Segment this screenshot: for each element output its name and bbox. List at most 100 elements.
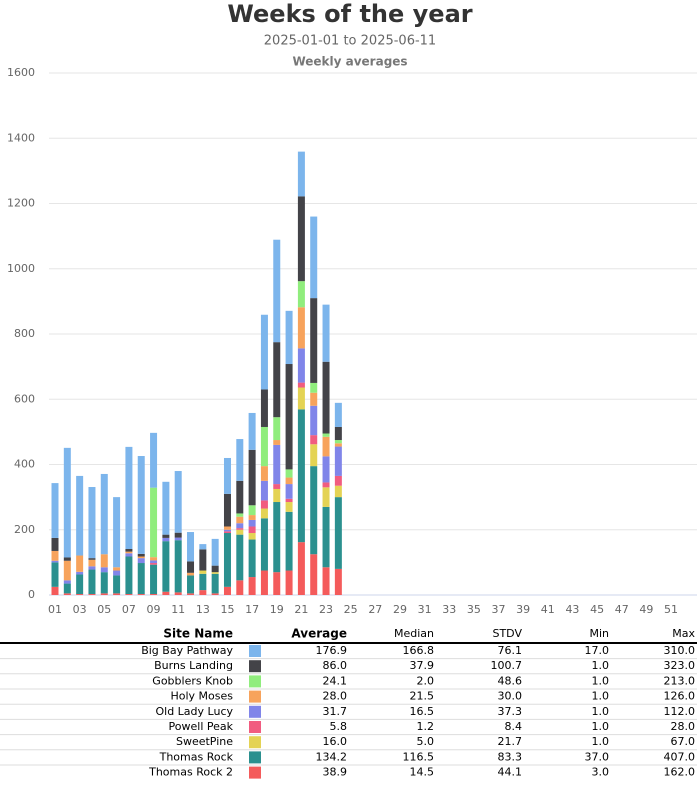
table-cell: 31.7 [323, 705, 348, 718]
table-cell: 30.0 [498, 690, 523, 703]
x-tick-label: 23 [319, 603, 333, 616]
table-cell: 48.6 [498, 674, 523, 687]
bar-segment [248, 519, 256, 527]
bar-segment [248, 577, 256, 595]
bar-segment [285, 484, 293, 499]
bar-segment [285, 469, 293, 478]
table-cell: 162.0 [664, 766, 696, 779]
bar-segment [285, 310, 293, 365]
table-cell: 1.0 [592, 659, 610, 672]
x-tick-label: 29 [393, 603, 407, 616]
legend-swatch [249, 751, 261, 764]
bar-segment [260, 314, 268, 390]
bar-segment [100, 473, 108, 555]
table-cell: 44.1 [498, 766, 523, 779]
bar-segment [310, 435, 318, 445]
bar-segment [150, 487, 158, 558]
bar-segment [310, 466, 318, 555]
x-tick-label: 07 [122, 603, 136, 616]
bar-segment [322, 304, 330, 362]
bar-segment [76, 594, 84, 595]
bar-segment [150, 560, 158, 564]
y-tick-label: 1600 [7, 66, 35, 79]
bar-segment [63, 557, 71, 561]
bar-segment [199, 549, 207, 571]
table-cell: 112.0 [664, 705, 696, 718]
bar-segment [199, 570, 207, 574]
table-cell: 1.0 [592, 674, 610, 687]
x-tick-label: 19 [270, 603, 284, 616]
bar-segment [297, 409, 305, 543]
bar-segment [211, 593, 219, 595]
bar-segment [273, 502, 281, 573]
table-cell: 5.8 [330, 720, 348, 733]
table-cell: 37.3 [498, 705, 523, 718]
bar-segment [273, 572, 281, 595]
x-tick-label: 33 [442, 603, 456, 616]
bar-segment [150, 432, 158, 488]
table-header: Average [291, 627, 347, 641]
bar-segment [211, 538, 219, 566]
bar-segment [76, 475, 84, 556]
bar-segment [334, 497, 342, 569]
bar-segment [162, 591, 170, 595]
y-tick-label: 800 [14, 327, 35, 340]
bar-segment [199, 573, 207, 591]
x-tick-label: 41 [541, 603, 555, 616]
bar-segment [125, 556, 133, 595]
bar-segment [322, 487, 330, 507]
bar-segment [76, 571, 84, 575]
bar-segment [236, 529, 244, 535]
table-cell: 28.0 [323, 690, 348, 703]
table-cell: 1.0 [592, 720, 610, 733]
bar-segment [187, 572, 195, 576]
legend-swatch [249, 721, 261, 733]
bar-segment [310, 298, 318, 383]
bar-segment [113, 593, 121, 595]
table-cell: 166.8 [403, 644, 435, 657]
bar-segment [137, 563, 145, 595]
bar-segment [137, 594, 145, 595]
table-header: Max [672, 627, 695, 640]
table-cell: 5.0 [417, 735, 435, 748]
bar-segment [310, 216, 318, 299]
bar-segment [285, 570, 293, 595]
legend-swatch [249, 766, 261, 779]
table-cell: 86.0 [323, 659, 348, 672]
bar-segment [260, 500, 268, 509]
table-cell: 21.7 [498, 735, 523, 748]
bar-segment [236, 523, 244, 529]
table-cell: Thomas Rock [159, 750, 234, 763]
bar-segment [125, 553, 133, 557]
bar-segment [273, 484, 281, 489]
x-tick-label: 31 [418, 603, 432, 616]
bar-segment [187, 593, 195, 595]
bar-segment [322, 361, 330, 434]
bar-segment [297, 387, 305, 410]
bar-segment [334, 426, 342, 441]
bar-segment [137, 553, 145, 557]
bar-segment [322, 567, 330, 595]
table-cell: 37.9 [410, 659, 435, 672]
bar-segment [88, 487, 96, 559]
bar-segment [285, 498, 293, 503]
table-cell: 323.0 [664, 659, 696, 672]
table-header: Site Name [163, 627, 233, 641]
y-tick-label: 400 [14, 458, 35, 471]
bar-segment [322, 433, 330, 437]
bar-segment [273, 444, 281, 485]
table-cell: 83.3 [498, 750, 523, 763]
x-tick-label: 37 [492, 603, 506, 616]
bar-segment [137, 456, 145, 554]
bar-segment [322, 506, 330, 568]
x-tick-label: 49 [639, 603, 653, 616]
table-cell: 24.1 [323, 674, 348, 687]
bar-segment [260, 466, 268, 481]
bar-segment [125, 548, 133, 552]
bar-segment [248, 526, 256, 534]
y-tick-label: 200 [14, 523, 35, 536]
table-cell: 38.9 [323, 766, 348, 779]
bar-segment [297, 382, 305, 388]
bar-segment [100, 593, 108, 595]
